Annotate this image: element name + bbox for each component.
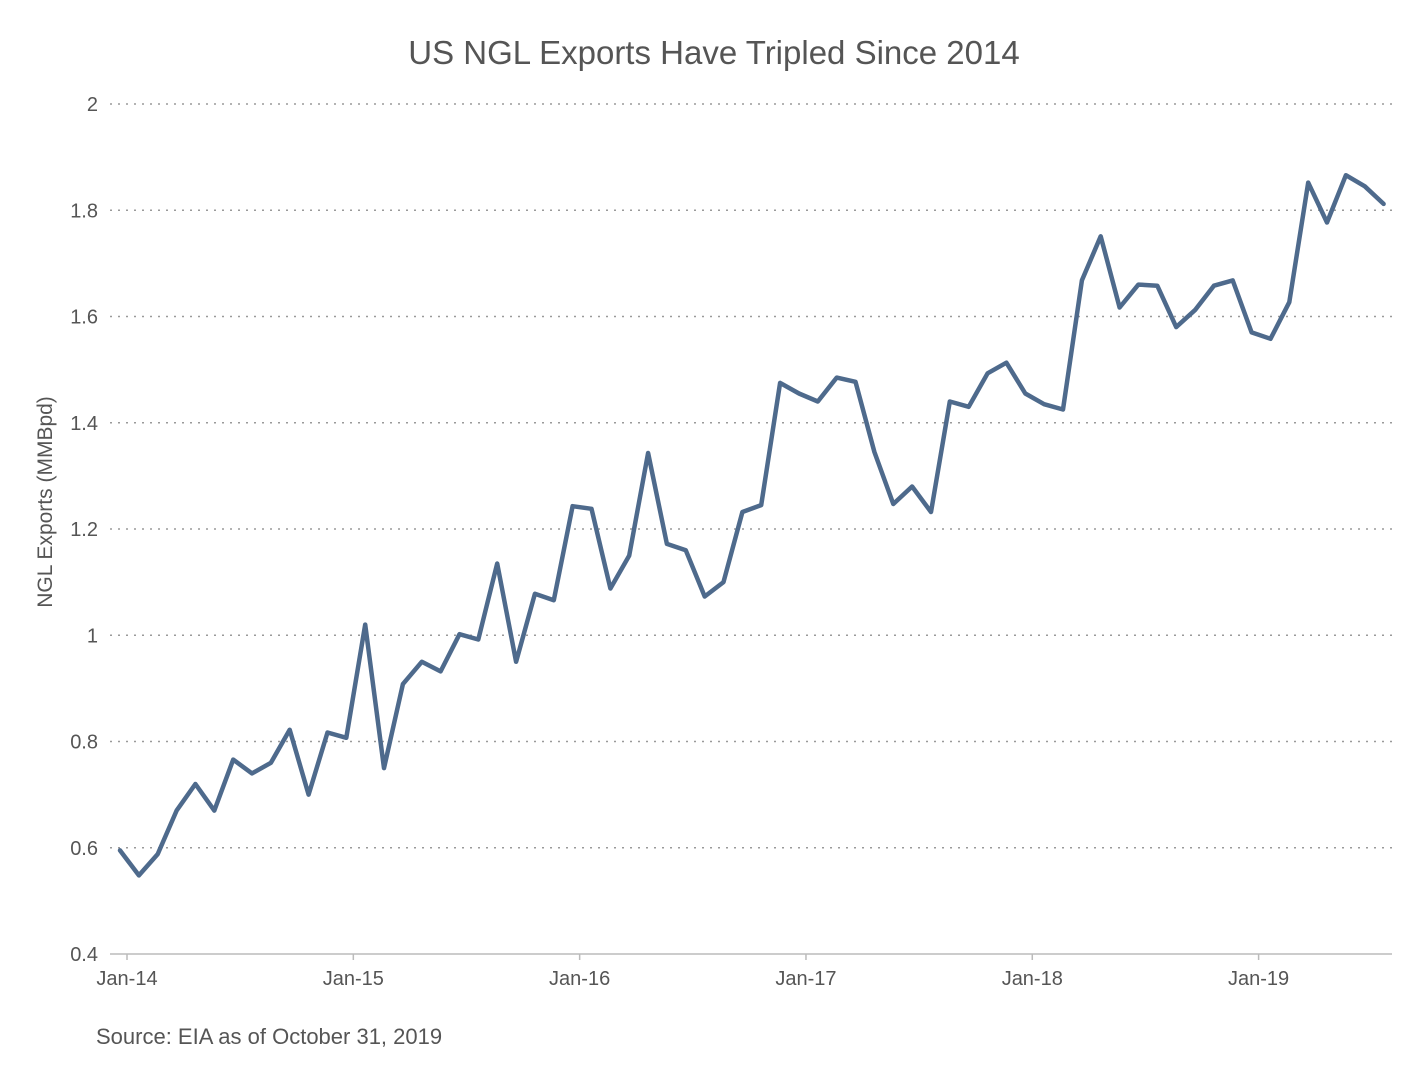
source-note: Source: EIA as of October 31, 2019 (96, 1024, 443, 1049)
y-tick-label: 2 (87, 94, 98, 116)
x-tick-label: Jan-19 (1228, 968, 1289, 990)
grid-lines (110, 103, 1392, 849)
y-tick-label: 0.6 (70, 838, 98, 860)
y-tick-label: 1 (87, 625, 98, 647)
chart-title: US NGL Exports Have Tripled Since 2014 (408, 34, 1020, 71)
y-tick-label: 1.2 (70, 519, 98, 541)
y-tick-label: 1.8 (70, 200, 98, 222)
y-axis-ticks: 0.4 0.6 0.8 1 1.2 1.4 1.6 1.8 2 (70, 94, 98, 966)
series-layer (117, 172, 1386, 878)
x-axis-ticks: Jan-14 Jan-15 Jan-16 Jan-17 Jan-18 Jan-19 (96, 954, 1289, 990)
y-tick-label: 1.4 (70, 413, 98, 435)
x-tick-label: Jan-14 (96, 968, 157, 990)
y-tick-label: 0.8 (70, 732, 98, 754)
series-line (117, 172, 1386, 878)
x-tick-label: Jan-18 (1002, 968, 1063, 990)
y-axis-label: NGL Exports (MMBpd) (34, 396, 57, 608)
x-tick-label: Jan-16 (549, 968, 610, 990)
y-tick-label: 0.4 (70, 944, 98, 966)
x-tick-label: Jan-17 (775, 968, 836, 990)
y-tick-label: 1.6 (70, 307, 98, 329)
x-tick-label: Jan-15 (323, 968, 384, 990)
